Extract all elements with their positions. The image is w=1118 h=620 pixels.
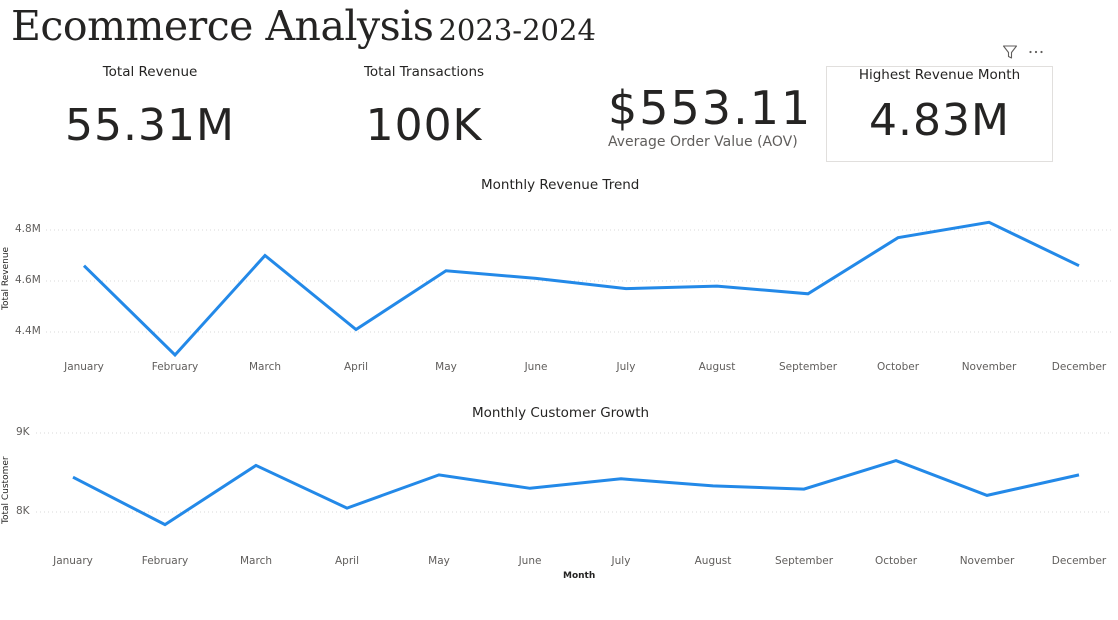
x-tick-may: May	[435, 361, 457, 373]
y-tick: 4.6M	[15, 274, 41, 286]
y-tick: 4.4M	[15, 325, 41, 337]
kpi-label: Highest Revenue Month	[858, 67, 1021, 83]
x-tick-october: October	[874, 555, 918, 567]
x-tick-may: May	[428, 555, 450, 567]
kpi-label: Total Transactions	[363, 64, 485, 80]
x-tick-december: December	[1051, 361, 1107, 373]
chart-title: Monthly Customer Growth	[472, 405, 650, 421]
report-title: Ecommerce Analysis 2023-2024	[11, 2, 596, 50]
report-title-years: 2023-2024	[438, 13, 596, 47]
kpi-label: Average Order Value (AOV)	[608, 134, 798, 150]
x-tick-august: August	[694, 555, 732, 567]
x-tick-january: January	[53, 555, 93, 567]
visual-header	[1002, 44, 1044, 64]
kpi-card-highest-revenue-month[interactable]: Highest Revenue Month 4.83M	[826, 66, 1053, 162]
kpi-value: 100K	[365, 100, 483, 151]
kpi-card-aov[interactable]: $553.11 Average Order Value (AOV)	[600, 81, 813, 150]
x-tick-august: August	[698, 361, 736, 373]
kpi-label: Total Revenue	[102, 64, 198, 80]
kpi-value: 4.83M	[869, 95, 1010, 146]
chart-title: Monthly Revenue Trend	[481, 177, 640, 193]
x-tick-january: January	[64, 361, 104, 373]
data-line[interactable]	[72, 459, 1080, 527]
kpi-card-total-revenue[interactable]: Total Revenue 55.31M	[50, 64, 250, 151]
x-tick-february: February	[141, 555, 189, 567]
funnel-icon[interactable]	[1002, 44, 1018, 64]
x-tick-june: June	[524, 361, 548, 373]
x-tick-november: November	[959, 555, 1015, 567]
report-title-main: Ecommerce Analysis	[11, 2, 434, 50]
x-tick-march: March	[248, 361, 282, 373]
data-line[interactable]	[82, 220, 1080, 358]
x-tick-december: December	[1051, 555, 1107, 567]
x-tick-july: July	[611, 555, 631, 567]
x-tick-june: June	[518, 555, 542, 567]
kpi-value: 55.31M	[65, 100, 235, 151]
x-tick-november: November	[961, 361, 1017, 373]
ellipsis-icon[interactable]	[1028, 44, 1044, 64]
kpi-card-total-transactions[interactable]: Total Transactions 100K	[324, 64, 524, 151]
x-tick-october: October	[876, 361, 920, 373]
x-tick-february: February	[151, 361, 199, 373]
y-tick: 9K	[16, 426, 30, 438]
x-tick-march: March	[239, 555, 273, 567]
x-tick-september: September	[774, 555, 834, 567]
x-tick-april: April	[335, 555, 359, 567]
kpi-value: $553.11	[608, 81, 813, 135]
x-tick-july: July	[616, 361, 636, 373]
x-tick-april: April	[344, 361, 368, 373]
x-tick-september: September	[778, 361, 838, 373]
y-tick: 4.8M	[15, 223, 41, 235]
x-axis-title: Month	[563, 571, 596, 581]
y-tick: 8K	[16, 505, 30, 517]
